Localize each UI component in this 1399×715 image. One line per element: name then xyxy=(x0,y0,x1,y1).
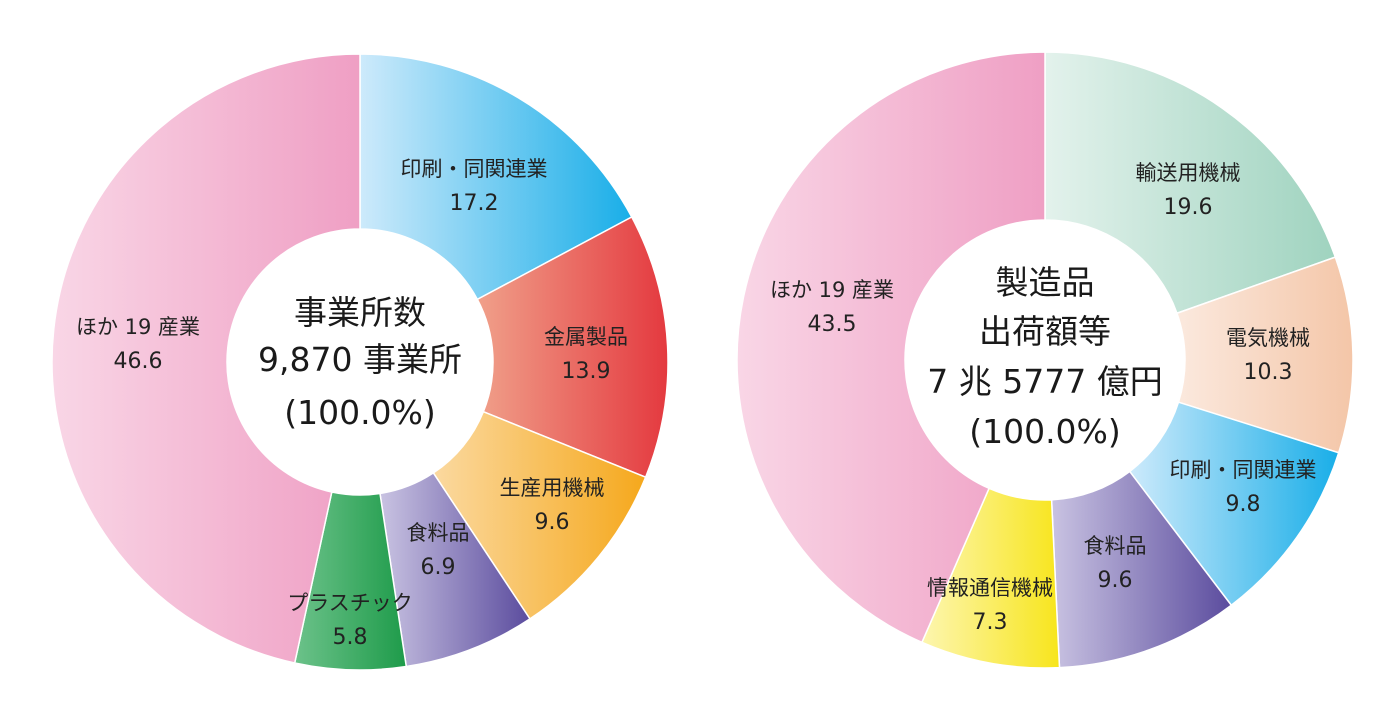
slice-value: 9.6 xyxy=(535,510,570,535)
slice-value: 7.3 xyxy=(973,610,1008,635)
slice-label: 電気機械 xyxy=(1226,326,1310,350)
slice-value: 17.2 xyxy=(450,191,499,216)
slice-label: 金属製品 xyxy=(544,325,628,349)
slice-label: ほか 19 産業 xyxy=(76,315,200,339)
center-text-line: (100.0%) xyxy=(284,393,436,432)
slice-value: 9.6 xyxy=(1098,568,1133,593)
slice-label: 印刷・同関連業 xyxy=(1170,458,1317,482)
center-text-line: 出荷額等 xyxy=(979,312,1111,351)
center-text-line: 9,870 事業所 xyxy=(258,340,462,379)
slice-value: 46.6 xyxy=(114,349,163,374)
donut-hole xyxy=(905,220,1185,500)
slice-value: 6.9 xyxy=(421,555,456,580)
center-text-line: 製造品 xyxy=(996,263,1095,302)
slice-label: 食料品 xyxy=(1084,534,1147,558)
center-text-line: 事業所数 xyxy=(294,293,426,332)
chart-shipment-value: 輸送用機械 19.6 電気機械 10.3 印刷・同関連業 9.8 食料品 9.6 情報通信機械 7… xyxy=(736,51,1354,669)
slice-value: 9.8 xyxy=(1226,492,1261,517)
slice-label: プラスチック xyxy=(287,591,413,615)
slice-label: 情報通信機械 xyxy=(927,576,1053,600)
center-text-line: (100.0%) xyxy=(969,412,1121,451)
slice-value: 43.5 xyxy=(808,312,857,337)
slice-value: 10.3 xyxy=(1244,360,1293,385)
center-text-line: 7 兆 5777 億円 xyxy=(927,362,1162,401)
slice-label: ほか 19 産業 xyxy=(770,278,894,302)
slice-value: 5.8 xyxy=(333,625,368,650)
slice-value: 19.6 xyxy=(1164,195,1213,220)
slice-label: 印刷・同関連業 xyxy=(401,157,548,181)
slice-label: 輸送用機械 xyxy=(1136,161,1241,185)
slice-label: 食料品 xyxy=(407,521,470,545)
donut-hole xyxy=(227,229,493,495)
slice-label: 生産用機械 xyxy=(500,476,605,500)
slice-value: 13.9 xyxy=(562,359,611,384)
chart-establishments: 印刷・同関連業 17.2 金属製品 13.9 生産用機械 9.6 食料品 6.9 プラスチック 5… xyxy=(51,53,669,671)
